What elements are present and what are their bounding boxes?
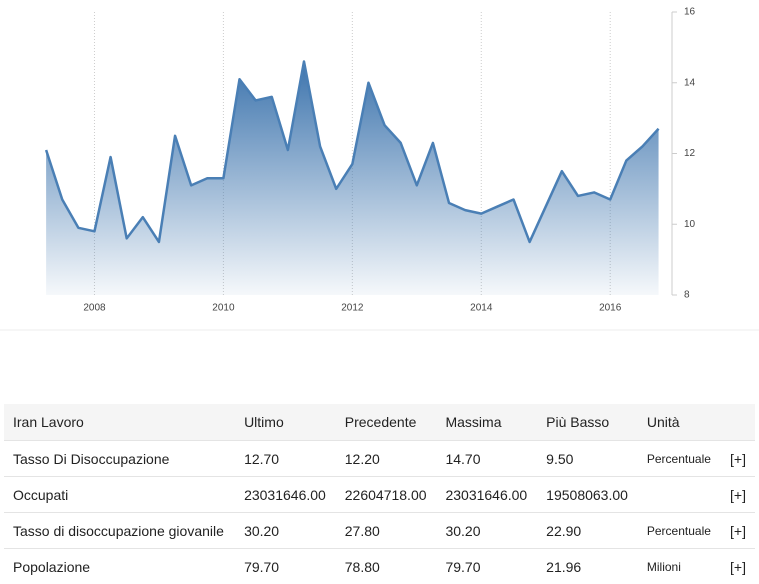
y-tick-label: 14 — [684, 77, 696, 88]
y-tick-label: 16 — [684, 7, 696, 18]
header-cell — [721, 404, 755, 441]
x-tick-label: 2016 — [599, 303, 622, 314]
cell: 21.96 — [537, 549, 638, 584]
cell: 23031646.00 — [235, 477, 336, 513]
chart: 2008 2010 2012 2014 2016 8 10 12 14 16 — [0, 0, 759, 332]
unit-cell: Percentuale — [638, 513, 721, 549]
cell: 30.20 — [436, 513, 537, 549]
x-tick-label: 2008 — [83, 303, 106, 314]
header-cell: Massima — [436, 404, 537, 441]
unit-cell: Milioni — [638, 549, 721, 584]
cell: 30.20 — [235, 513, 336, 549]
cell: 78.80 — [336, 549, 437, 584]
cell: Tasso Di Disoccupazione — [4, 441, 235, 477]
cell: 27.80 — [336, 513, 437, 549]
unit-cell: Percentuale — [638, 441, 721, 477]
cell: 12.70 — [235, 441, 336, 477]
expand-button[interactable]: [+] — [721, 513, 755, 549]
y-tick-label: 8 — [684, 290, 690, 301]
cell: Tasso di disoccupazione giovanile — [4, 513, 235, 549]
x-tick-label: 2012 — [341, 303, 364, 314]
x-tick-label: 2010 — [212, 303, 235, 314]
cell: 22604718.00 — [336, 477, 437, 513]
cell: 79.70 — [235, 549, 336, 584]
y-tick-label: 12 — [684, 148, 696, 159]
header-cell: Unità — [638, 404, 721, 441]
expand-button[interactable]: [+] — [721, 477, 755, 513]
cell: 19508063.00 — [537, 477, 638, 513]
x-tick-label: 2014 — [470, 303, 493, 314]
cell: Popolazione — [4, 549, 235, 584]
cell: 9.50 — [537, 441, 638, 477]
cell: 22.90 — [537, 513, 638, 549]
cell: 23031646.00 — [436, 477, 537, 513]
unit-cell — [638, 477, 721, 513]
expand-button[interactable]: [+] — [721, 441, 755, 477]
cell: 12.20 — [336, 441, 437, 477]
header-cell: Ultimo — [235, 404, 336, 441]
cell: 79.70 — [436, 549, 537, 584]
expand-button[interactable]: [+] — [721, 549, 755, 584]
cell: Occupati — [4, 477, 235, 513]
y-tick-label: 10 — [684, 219, 696, 230]
header-cell: Precedente — [336, 404, 437, 441]
cell: 14.70 — [436, 441, 537, 477]
header-cell: Più Basso — [537, 404, 638, 441]
header-cell: Iran Lavoro — [4, 404, 235, 441]
